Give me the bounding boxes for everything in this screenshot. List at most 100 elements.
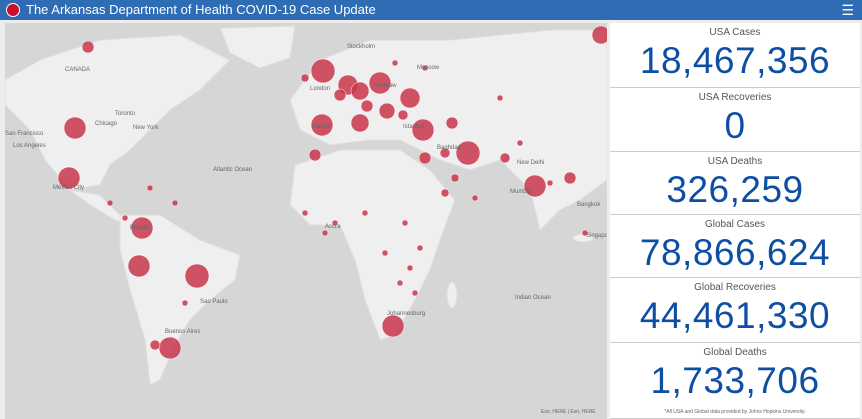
case-bubble bbox=[591, 25, 607, 45]
case-bubble bbox=[361, 209, 369, 217]
case-bubble bbox=[381, 249, 389, 257]
map-label: Indian Ocean bbox=[515, 295, 551, 301]
case-bubble bbox=[399, 87, 421, 109]
case-bubble bbox=[411, 118, 435, 142]
case-bubble bbox=[439, 147, 451, 159]
map-label: Istanbul bbox=[403, 124, 424, 130]
map-label: CANADA bbox=[65, 67, 90, 73]
case-bubble bbox=[350, 113, 370, 133]
case-bubble bbox=[450, 173, 460, 183]
case-bubble bbox=[418, 151, 432, 165]
case-bubble bbox=[130, 216, 154, 240]
map-label: New York bbox=[133, 125, 159, 131]
stat-label: Global Deaths bbox=[703, 347, 767, 358]
attribution: Esri, HERE | Esri, HERE bbox=[541, 409, 596, 415]
case-bubble bbox=[308, 148, 322, 162]
case-bubble bbox=[57, 166, 81, 190]
map-label: London bbox=[310, 86, 330, 92]
case-bubble bbox=[381, 314, 405, 338]
case-bubble bbox=[127, 254, 151, 278]
stat-box: Global Deaths 1,733,706 bbox=[610, 343, 860, 419]
stat-value: 18,467,356 bbox=[639, 40, 831, 81]
stat-label: USA Deaths bbox=[707, 156, 763, 167]
case-bubble bbox=[445, 116, 459, 130]
stat-label: USA Cases bbox=[709, 27, 761, 38]
stat-value: 326,259 bbox=[666, 169, 804, 210]
map-label: Moscow bbox=[417, 65, 440, 71]
stat-box: USA Recoveries 0 bbox=[610, 88, 860, 152]
map-svg: CANADA Toronto Chicago New York San Francisc… bbox=[5, 25, 607, 415]
menu[interactable]: ☰ bbox=[841, 2, 854, 18]
case-bubble bbox=[106, 199, 114, 207]
case-bubble bbox=[184, 263, 210, 289]
case-bubble bbox=[121, 214, 129, 222]
case-bubble bbox=[321, 229, 329, 237]
case-bubble bbox=[523, 174, 547, 198]
case-bubble bbox=[440, 188, 450, 198]
stat-value: 1,733,706 bbox=[650, 360, 820, 401]
map-label: Toronto bbox=[115, 111, 136, 117]
map-label: San Francisco bbox=[5, 131, 44, 137]
map-label: Johannesburg bbox=[387, 311, 425, 317]
case-bubble bbox=[63, 116, 87, 140]
map-label: Warsaw bbox=[375, 83, 397, 89]
case-bubble bbox=[350, 81, 370, 101]
map-label: Buenos Aires bbox=[165, 329, 200, 335]
case-bubble bbox=[391, 59, 399, 67]
map-label: Chicago bbox=[95, 121, 118, 127]
case-bubble bbox=[171, 199, 179, 207]
footnote: *All USA and Global data provided by Joh… bbox=[664, 409, 806, 415]
case-bubble bbox=[496, 94, 504, 102]
stat-label: USA Recoveries bbox=[698, 92, 772, 103]
map[interactable]: CANADA Toronto Chicago New York San Francisc… bbox=[5, 23, 607, 419]
case-bubble bbox=[416, 244, 424, 252]
case-bubbles bbox=[57, 25, 607, 360]
case-bubble bbox=[471, 194, 479, 202]
case-bubble bbox=[368, 71, 392, 95]
map-label: Accra bbox=[325, 224, 341, 230]
map-labels: CANADA Toronto Chicago New York San Francisc… bbox=[5, 44, 607, 335]
stat-box: USA Cases 18,467,356 bbox=[610, 23, 860, 88]
stats-panel: USA Cases 18,467,356 USA Recoveries 0 USA De… bbox=[610, 23, 860, 419]
map-label: Los Angeles bbox=[13, 143, 46, 149]
case-bubble bbox=[455, 140, 481, 166]
map-label: Madrid bbox=[312, 124, 330, 130]
case-bubble bbox=[360, 99, 374, 113]
case-bubble bbox=[146, 184, 154, 192]
stat-value: 0 bbox=[724, 105, 746, 146]
case-bubble bbox=[581, 229, 589, 237]
case-bubble bbox=[411, 289, 419, 297]
case-bubble bbox=[563, 171, 577, 185]
stat-box: Global Cases 78,866,624 bbox=[610, 215, 860, 278]
case-bubble bbox=[158, 336, 182, 360]
stat-box: USA Deaths 326,259 bbox=[610, 152, 860, 215]
stat-box: Global Recoveries 44,461,330 bbox=[610, 278, 860, 343]
case-bubble bbox=[397, 109, 409, 121]
map-label: Stockholm bbox=[347, 44, 375, 50]
case-bubble bbox=[331, 219, 339, 227]
stat-label: Global Recoveries bbox=[694, 282, 776, 293]
map-label: Atlantic Ocean bbox=[213, 167, 252, 173]
case-bubble bbox=[310, 113, 334, 137]
case-bubble bbox=[301, 209, 309, 217]
stat-value: 44,461,330 bbox=[639, 295, 831, 336]
map-label: Bogota bbox=[130, 225, 150, 231]
header: The Arkansas Department of Health COVID-… bbox=[0, 0, 862, 20]
case-bubble bbox=[378, 102, 396, 120]
case-bubble bbox=[499, 152, 511, 164]
map-label: New Delhi bbox=[517, 160, 544, 166]
stat-label: Global Cases bbox=[704, 219, 766, 230]
case-bubble bbox=[396, 279, 404, 287]
map-label: Mexico City bbox=[53, 185, 84, 191]
map-label: Mumbai bbox=[510, 189, 531, 195]
case-bubble bbox=[310, 58, 336, 84]
case-bubble bbox=[333, 88, 347, 102]
map-label: Baghdad bbox=[437, 145, 461, 151]
map-label: Singapore bbox=[586, 233, 607, 239]
case-bubble bbox=[300, 73, 310, 83]
case-bubble bbox=[546, 179, 554, 187]
case-bubble bbox=[401, 219, 409, 227]
stat-value: 78,866,624 bbox=[639, 232, 831, 273]
map-label: Sao Paulo bbox=[200, 299, 228, 305]
